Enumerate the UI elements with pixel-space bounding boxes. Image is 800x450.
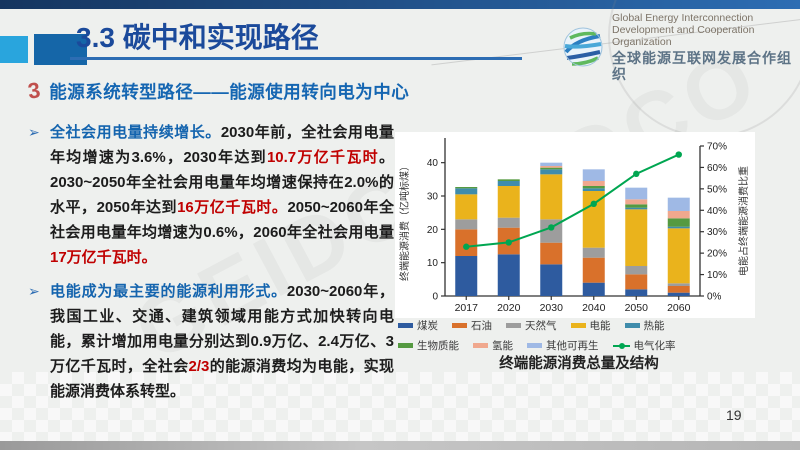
section-number-icon: 3 <box>26 77 42 104</box>
bullet-arrow-icon: ➢ <box>28 283 40 299</box>
legend-item: 其他可再生 <box>527 338 599 353</box>
bullet-item: ➢ 全社会用电量持续增长。2030年前，全社会用电量年均增速为3.6%，2030年… <box>28 120 394 270</box>
organization-logo: Global Energy Interconnection Developmen… <box>562 12 800 82</box>
header-accent-square-light <box>0 36 28 63</box>
svg-text:2040: 2040 <box>582 302 606 314</box>
legend-swatch-icon <box>473 343 488 348</box>
bullet-item: ➢ 电能成为最主要的能源利用形式。2030~2060年，我国工业、交通、建筑领域用… <box>28 279 394 404</box>
title-underline <box>70 57 522 60</box>
legend-swatch-icon <box>570 323 586 328</box>
legend-swatch-icon <box>527 343 542 348</box>
svg-text:2017: 2017 <box>455 302 479 314</box>
svg-text:10: 10 <box>427 258 439 269</box>
svg-text:0: 0 <box>432 292 438 303</box>
svg-text:20%: 20% <box>707 249 727 260</box>
svg-text:30%: 30% <box>707 227 727 238</box>
chart-caption: 终端能源消费总量及结构 <box>499 356 659 372</box>
page-number: 19 <box>726 407 742 423</box>
org-name-cn: 全球能源互联网发展合作组织 <box>612 50 792 83</box>
bullet-arrow-icon: ➢ <box>28 124 40 140</box>
chart-legend: 煤炭 石油 天然气 电能 热能 生物质能 氢能 其他可再生 电气化率 <box>398 318 760 358</box>
top-accent-bar <box>0 0 800 9</box>
legend-swatch-icon <box>398 343 413 348</box>
legend-item: 煤炭 <box>398 318 438 333</box>
legend-item-line: 电气化率 <box>612 338 676 353</box>
energy-consumption-chart: 0 10 20 30 40 0% 10% 20% 30% 40% 50% 60% 70% 2017 2020… <box>395 126 760 371</box>
legend-line-marker-icon <box>612 342 630 349</box>
svg-text:2060: 2060 <box>667 302 691 314</box>
page-title: 3.3 碳中和实现路径 <box>76 22 319 53</box>
legend-item: 热能 <box>624 318 665 333</box>
organization-name: Global Energy Interconnection Developmen… <box>612 12 800 82</box>
legend-item: 石油 <box>452 318 492 333</box>
legend-row: 生物质能 氢能 其他可再生 电气化率 <box>398 338 760 353</box>
org-name-en-line1: Global Energy Interconnection <box>612 12 754 24</box>
svg-text:70%: 70% <box>707 142 727 153</box>
legend-swatch-icon <box>506 323 521 328</box>
legend-swatch-icon <box>624 323 640 328</box>
svg-text:60%: 60% <box>707 163 727 174</box>
svg-text:2020: 2020 <box>497 302 521 314</box>
svg-text:终端能源消费（亿吨标煤）: 终端能源消费（亿吨标煤） <box>398 161 411 281</box>
legend-swatch-icon <box>452 323 467 328</box>
legend-item: 电能 <box>570 318 611 333</box>
legend-item: 氢能 <box>473 338 513 353</box>
bullet-list: ➢ 全社会用电量持续增长。2030年前，全社会用电量年均增速为3.6%，2030年… <box>28 120 394 413</box>
svg-text:10%: 10% <box>707 270 727 281</box>
svg-text:0%: 0% <box>707 292 722 303</box>
legend-swatch-icon <box>398 323 413 328</box>
svg-text:20: 20 <box>427 225 439 236</box>
globe-icon <box>562 26 604 68</box>
bottom-accent-bar <box>0 441 800 450</box>
svg-text:2050: 2050 <box>625 302 649 314</box>
svg-text:40%: 40% <box>707 206 727 217</box>
org-name-en-line2: Development and Cooperation Organization <box>612 24 755 49</box>
svg-text:40: 40 <box>427 158 439 169</box>
section-heading: 3 能源系统转型路径——能源使用转向电为中心 <box>26 77 410 104</box>
svg-text:30: 30 <box>427 192 439 203</box>
section-title: 能源系统转型路径——能源使用转向电为中心 <box>49 81 410 102</box>
legend-row: 煤炭 石油 天然气 电能 热能 <box>398 318 760 333</box>
legend-item: 天然气 <box>506 318 557 333</box>
svg-text:50%: 50% <box>707 184 727 195</box>
legend-item: 生物质能 <box>398 338 459 353</box>
diamond-pattern-band <box>0 372 800 441</box>
svg-text:2030: 2030 <box>540 302 564 314</box>
svg-text:电能占终端能源消费比重: 电能占终端能源消费比重 <box>737 166 750 276</box>
